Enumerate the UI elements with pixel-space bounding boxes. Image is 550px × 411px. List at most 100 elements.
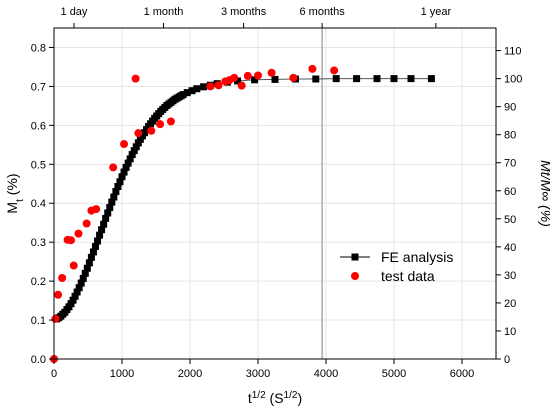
fe-analysis-point: [87, 253, 95, 261]
y-left-tick-label: 0.2: [31, 276, 46, 288]
top-axis-tick-label: 1 month: [144, 6, 184, 18]
y-left-tick-label: 0.5: [31, 159, 46, 171]
fe-analysis-point: [200, 83, 208, 91]
fe-analysis-point: [102, 214, 110, 222]
fe-analysis-point: [179, 91, 187, 99]
fe-analysis-point: [91, 242, 99, 250]
fe-analysis-point: [134, 139, 142, 147]
test-data-point: [214, 81, 223, 90]
y-right-axis-title: Mt/M∞ (%): [538, 160, 550, 227]
y-left-tick-label: 0.6: [31, 120, 46, 132]
fe-analysis-point: [96, 231, 104, 239]
legend: FE analysis test data: [340, 249, 453, 284]
fe-analysis-point: [71, 292, 79, 300]
fe-analysis-point: [73, 288, 81, 296]
y-right-tick-label: 80: [504, 130, 516, 142]
fe-analysis-point: [83, 264, 91, 272]
fe-analysis-point: [353, 75, 361, 83]
fe-analysis-point: [112, 188, 120, 196]
fe-analysis-point: [120, 168, 128, 176]
y-right-tick-label: 100: [504, 74, 522, 86]
fe-analysis-point: [130, 147, 138, 155]
y-right-tick-label: 50: [504, 214, 516, 226]
y-right-tick-label: 60: [504, 186, 516, 198]
top-axis-tick-label: 1 year: [421, 6, 452, 18]
fe-analysis-point: [81, 269, 89, 277]
test-data-point: [267, 68, 276, 77]
fe-analysis-point: [390, 75, 398, 83]
x-tick-label: 2000: [178, 368, 202, 380]
y-right-tick-label: 110: [504, 46, 522, 58]
test-data-point: [230, 73, 239, 82]
fe-analysis-point: [128, 151, 136, 159]
test-data-point: [166, 117, 175, 126]
fe-analysis-point: [104, 209, 112, 217]
y-left-tick-label: 0.3: [31, 237, 46, 249]
y-left-tick-label: 0.0: [31, 354, 46, 366]
fe-analysis-point: [94, 237, 102, 245]
fe-analysis-point: [126, 155, 134, 163]
test-data-point: [69, 261, 78, 270]
test-data-point: [254, 71, 262, 80]
fe-analysis-point: [85, 259, 93, 267]
test-data-point: [330, 66, 339, 75]
test-data-point: [74, 229, 83, 238]
fe-analysis-point: [312, 75, 320, 83]
test-data-point: [156, 120, 165, 129]
test-data-point: [109, 163, 118, 172]
fe-analysis-point: [79, 274, 87, 282]
y-left-tick-label: 0.8: [31, 42, 46, 54]
data-markers: [50, 64, 435, 363]
fe-analysis-point: [183, 89, 191, 97]
fe-analysis-point: [122, 163, 130, 171]
fe-analysis-point: [124, 159, 132, 167]
fe-analysis-point: [193, 85, 201, 93]
fe-analysis-point: [132, 143, 140, 151]
fe-analysis-point: [136, 135, 144, 143]
test-data-point: [134, 129, 143, 138]
fe-analysis-point: [116, 178, 124, 186]
y-right-tick-label: 40: [504, 242, 516, 254]
top-axis-tick-label: 6 months: [299, 6, 345, 18]
x-axis-title: t1/2 (S1/2): [248, 390, 302, 407]
fe-analysis-point: [373, 75, 381, 83]
y-left-tick-label: 0.7: [31, 81, 46, 93]
fe-analysis-point: [118, 173, 126, 181]
test-data-point: [82, 219, 91, 228]
fe-analysis-point: [77, 279, 85, 287]
test-data-point: [120, 140, 129, 149]
test-data-point: [206, 82, 215, 91]
y-left-tick-label: 0.4: [31, 198, 46, 210]
test-data-point: [289, 73, 298, 82]
fe-analysis-point: [271, 75, 279, 83]
test-data-point: [51, 314, 60, 323]
fe-analysis-point: [89, 248, 97, 256]
top-axis-tick-label: 3 months: [221, 6, 267, 18]
plot-frame: [53, 27, 497, 360]
fe-analysis-point: [69, 296, 77, 304]
x-tick-label: 4000: [314, 368, 338, 380]
axis-ticks: 0 1000 2000 3000 4000 5000 60000.00.10.20.30.4…: [31, 6, 523, 380]
x-tick-label: 5000: [382, 368, 406, 380]
fe-analysis-point: [110, 193, 118, 201]
x-tick-label: 3000: [246, 368, 270, 380]
legend-test-data-marker: [351, 272, 359, 280]
test-data-point: [54, 290, 63, 299]
y-right-tick-label: 20: [504, 298, 516, 310]
test-data-point: [147, 126, 156, 135]
test-data-point: [58, 274, 67, 283]
y-right-tick-label: 90: [504, 102, 516, 114]
y-right-tick-label: 10: [504, 326, 516, 338]
legend-fe-analysis-label: FE analysis: [381, 249, 453, 265]
test-data-point: [67, 236, 75, 245]
y-right-tick-label: 0: [504, 354, 510, 366]
fe-analysis-point: [67, 300, 75, 308]
fe-analysis-point: [114, 182, 122, 190]
legend-fe-analysis-marker: [351, 253, 359, 261]
fe-analysis-point: [234, 77, 242, 85]
x-tick-label: 6000: [450, 368, 474, 380]
test-data-point: [237, 81, 246, 90]
fe-analysis-point: [98, 226, 106, 234]
fe-analysis-point: [251, 76, 259, 84]
